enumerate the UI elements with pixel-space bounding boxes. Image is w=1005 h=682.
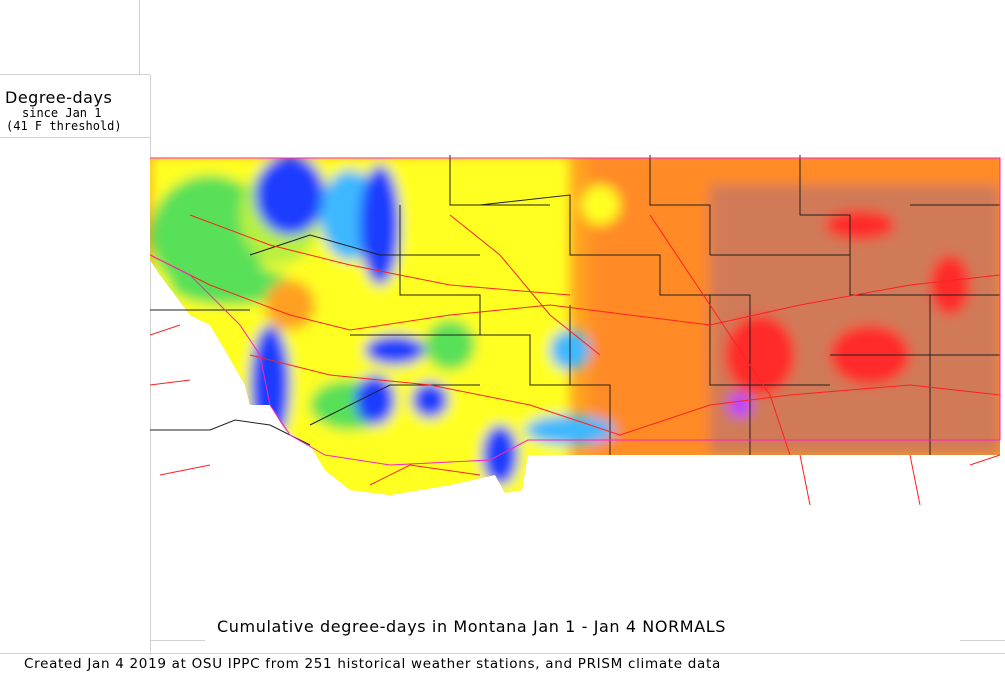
frame-line (150, 640, 205, 641)
state-boundary (150, 157, 1001, 441)
frame-line (960, 640, 1005, 641)
credit-line: Created Jan 4 2019 at OSU IPPC from 251 … (24, 656, 721, 672)
degree-day-map (150, 155, 1001, 506)
frame-line (150, 75, 151, 655)
legend-threshold: (41 F threshold) (6, 119, 122, 133)
degree-day-shading (150, 158, 1000, 495)
road-network (150, 214, 1001, 506)
legend-subtitle: since Jan 1 (22, 106, 102, 120)
frame-line (139, 0, 140, 75)
map-title: Cumulative degree-days in Montana Jan 1 … (217, 617, 727, 636)
frame-line (0, 653, 1005, 654)
state-boundary (150, 254, 529, 466)
legend-title: Degree-days (5, 88, 113, 107)
frame-line (0, 74, 150, 75)
frame-line (0, 137, 150, 138)
county-lines (150, 155, 1000, 455)
